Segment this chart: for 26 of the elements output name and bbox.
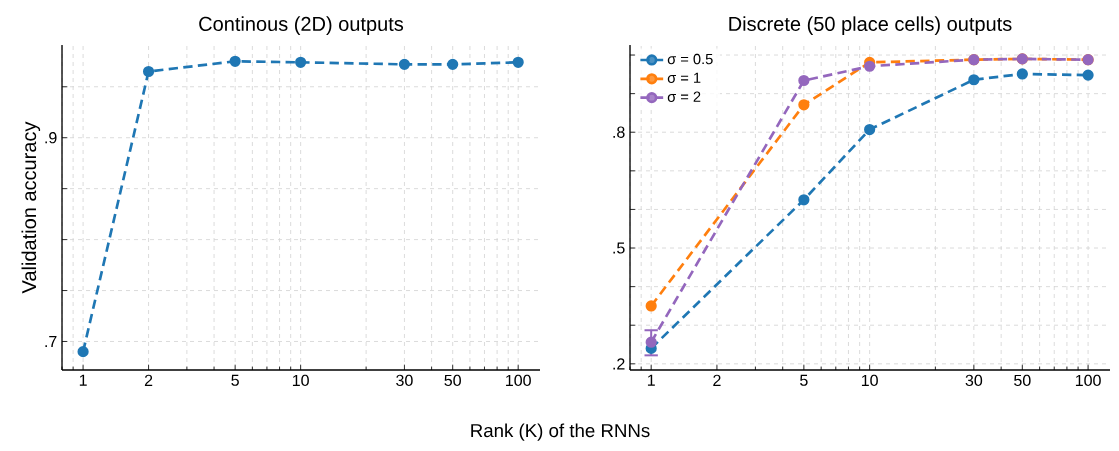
chart-title: Discrete (50 place cells) outputs xyxy=(729,16,1012,35)
x-tick-label: 1 xyxy=(647,374,655,386)
x-tick-label: 30 xyxy=(965,374,983,387)
x-tick-label: 100 xyxy=(1075,374,1101,387)
x-axis-title: Rank (K) of the RNNs xyxy=(471,423,650,441)
x-tick-label: 5 xyxy=(800,374,808,386)
x-tick-label: 1 xyxy=(79,374,87,386)
x-tick-label: 5 xyxy=(231,374,239,386)
y-tick-label: .8 xyxy=(613,126,625,138)
x-tick-label: 50 xyxy=(1014,374,1031,387)
y-tick-label: .2 xyxy=(613,358,625,370)
y-tick-label: .9 xyxy=(45,132,57,144)
x-tick-label: 2 xyxy=(713,374,721,386)
y-axis-title: Validation accuracy xyxy=(21,121,41,294)
x-tick-label: 30 xyxy=(396,374,413,387)
legend-label: σ = 2 xyxy=(667,91,701,102)
chart-title: Continous (2D) outputs xyxy=(199,16,404,35)
y-tick-label: .7 xyxy=(45,335,57,347)
x-tick-label: 10 xyxy=(292,374,309,387)
x-tick-label: 10 xyxy=(861,374,878,387)
x-tick-label: 100 xyxy=(506,374,531,387)
legend-label: σ = 0.5 xyxy=(667,53,713,65)
y-tick-label: .5 xyxy=(613,242,625,254)
legend-label: σ = 1 xyxy=(667,72,701,83)
x-tick-label: 50 xyxy=(444,374,461,387)
x-tick-label: 2 xyxy=(144,374,153,386)
